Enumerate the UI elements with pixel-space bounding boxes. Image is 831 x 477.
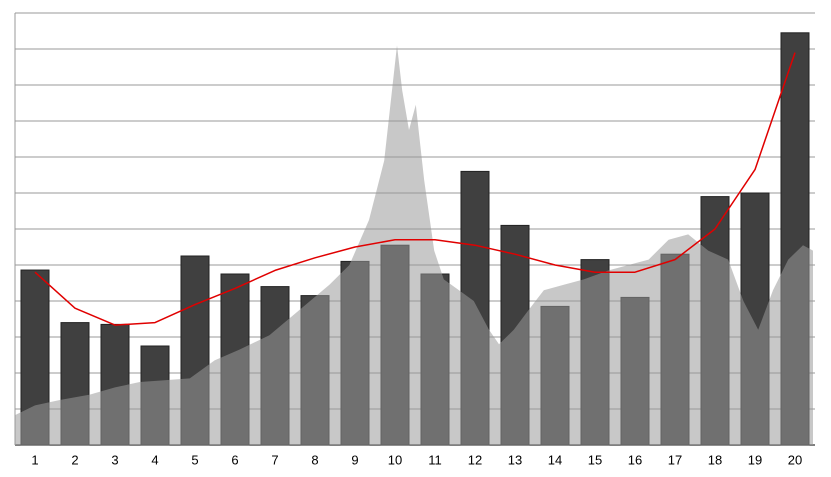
x-tick-label: 18 <box>708 452 722 467</box>
x-tick-label: 3 <box>111 452 118 467</box>
x-tick-label: 17 <box>668 452 682 467</box>
x-tick-label: 15 <box>588 452 602 467</box>
x-tick-label: 10 <box>388 452 402 467</box>
x-tick-label: 9 <box>351 452 358 467</box>
x-tick-label: 12 <box>468 452 482 467</box>
x-tick-label: 1 <box>31 452 38 467</box>
x-tick-label: 14 <box>548 452 562 467</box>
x-tick-label: 20 <box>788 452 802 467</box>
x-tick-label: 8 <box>311 452 318 467</box>
x-tick-label: 11 <box>428 452 442 467</box>
x-tick-label: 7 <box>271 452 278 467</box>
x-tick-label: 4 <box>151 452 158 467</box>
x-tick-label: 19 <box>748 452 762 467</box>
trend-line <box>34 52 796 326</box>
area <box>15 45 813 446</box>
x-tick-label: 16 <box>628 452 642 467</box>
x-tick-label: 2 <box>71 452 78 467</box>
x-tick-label: 13 <box>508 452 522 467</box>
x-tick-label: 6 <box>231 452 238 467</box>
x-tick-label: 5 <box>191 452 198 467</box>
